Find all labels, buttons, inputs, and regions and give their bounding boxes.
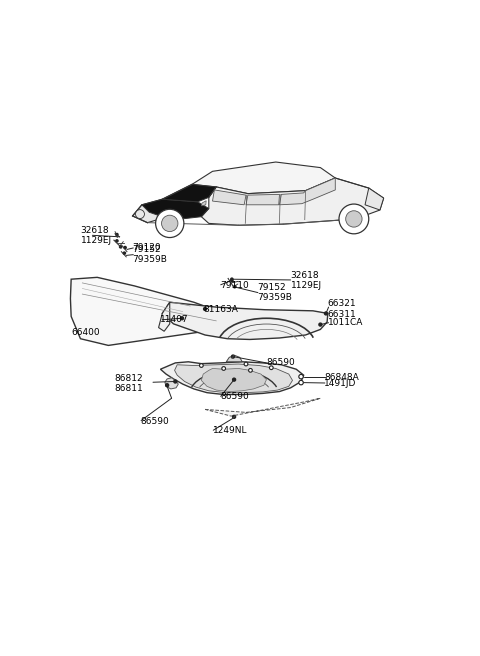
Circle shape bbox=[234, 285, 236, 288]
Polygon shape bbox=[246, 194, 279, 205]
Polygon shape bbox=[142, 199, 209, 220]
Circle shape bbox=[116, 234, 118, 236]
Circle shape bbox=[249, 369, 252, 372]
Text: 66400: 66400 bbox=[71, 328, 100, 337]
Polygon shape bbox=[202, 178, 384, 225]
Circle shape bbox=[116, 239, 118, 242]
Circle shape bbox=[231, 278, 233, 280]
Polygon shape bbox=[279, 178, 335, 205]
Polygon shape bbox=[226, 356, 242, 362]
Text: 86812
86811: 86812 86811 bbox=[114, 374, 143, 393]
Text: 86848A: 86848A bbox=[324, 373, 359, 382]
Circle shape bbox=[319, 323, 322, 326]
Text: 1011CA: 1011CA bbox=[328, 318, 363, 327]
Polygon shape bbox=[205, 398, 321, 416]
Text: 32618
1129EJ: 32618 1129EJ bbox=[290, 271, 322, 291]
Polygon shape bbox=[162, 302, 328, 339]
Polygon shape bbox=[158, 302, 170, 331]
Circle shape bbox=[269, 366, 273, 369]
Circle shape bbox=[231, 355, 234, 358]
Circle shape bbox=[204, 308, 206, 310]
Text: 81163A: 81163A bbox=[203, 305, 238, 314]
Polygon shape bbox=[175, 364, 292, 393]
Circle shape bbox=[324, 312, 327, 315]
Polygon shape bbox=[365, 188, 384, 210]
Text: 1249NL: 1249NL bbox=[213, 426, 247, 436]
Circle shape bbox=[299, 375, 303, 379]
Polygon shape bbox=[165, 378, 178, 389]
Circle shape bbox=[180, 317, 183, 319]
Text: 66321
66311: 66321 66311 bbox=[328, 299, 357, 319]
Circle shape bbox=[120, 246, 122, 248]
Circle shape bbox=[162, 215, 178, 232]
Circle shape bbox=[200, 363, 203, 367]
Circle shape bbox=[135, 210, 144, 218]
Text: 79152
79359B: 79152 79359B bbox=[132, 245, 168, 264]
Polygon shape bbox=[192, 162, 335, 194]
Text: 86590: 86590 bbox=[220, 392, 249, 401]
Circle shape bbox=[299, 380, 303, 385]
Polygon shape bbox=[132, 199, 173, 222]
Circle shape bbox=[123, 252, 125, 255]
Text: 86590: 86590 bbox=[140, 417, 169, 426]
Text: 1491JD: 1491JD bbox=[324, 379, 357, 388]
Text: 11407: 11407 bbox=[160, 316, 189, 324]
Circle shape bbox=[339, 204, 369, 234]
Circle shape bbox=[156, 209, 184, 237]
Circle shape bbox=[346, 211, 362, 227]
Circle shape bbox=[233, 378, 236, 381]
Circle shape bbox=[231, 279, 233, 281]
Circle shape bbox=[174, 380, 177, 383]
Circle shape bbox=[244, 362, 248, 366]
Polygon shape bbox=[202, 201, 206, 206]
Circle shape bbox=[300, 375, 302, 378]
Polygon shape bbox=[213, 190, 246, 205]
Circle shape bbox=[166, 384, 168, 386]
Text: 32618
1129EJ: 32618 1129EJ bbox=[81, 226, 111, 245]
Text: 79152
79359B: 79152 79359B bbox=[257, 283, 292, 302]
Polygon shape bbox=[160, 362, 304, 394]
Polygon shape bbox=[71, 277, 235, 346]
Circle shape bbox=[124, 247, 126, 249]
Text: 79110: 79110 bbox=[220, 281, 249, 290]
Circle shape bbox=[300, 381, 302, 384]
Polygon shape bbox=[162, 184, 216, 202]
Circle shape bbox=[233, 415, 236, 419]
Text: 79120: 79120 bbox=[132, 243, 161, 253]
Circle shape bbox=[222, 367, 226, 371]
Polygon shape bbox=[202, 369, 266, 392]
Text: 86590: 86590 bbox=[266, 358, 295, 367]
